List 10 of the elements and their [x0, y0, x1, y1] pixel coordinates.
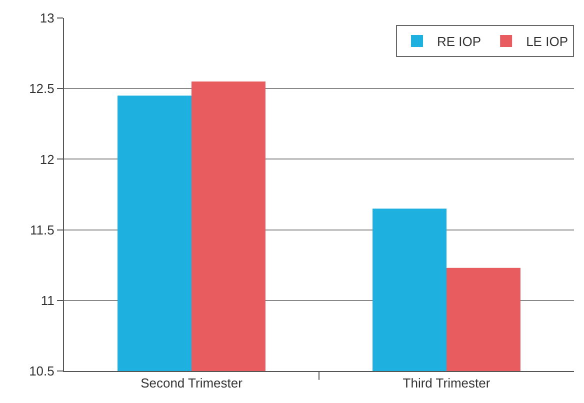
- y-tick-label: 11: [40, 292, 54, 308]
- y-tick-label: 12: [40, 152, 54, 167]
- y-tick-label: 12.5: [29, 81, 54, 96]
- y-tick-label: 13: [40, 10, 54, 26]
- legend-label: LE IOP: [526, 34, 568, 50]
- x-tick-label: Second Trimester: [140, 376, 244, 391]
- y-tick-label: 10.5: [29, 364, 54, 379]
- legend-label: RE IOP: [437, 34, 482, 50]
- y-tick-label: 11.5: [30, 222, 54, 238]
- x-tick-label: Third Trimester: [402, 376, 491, 391]
